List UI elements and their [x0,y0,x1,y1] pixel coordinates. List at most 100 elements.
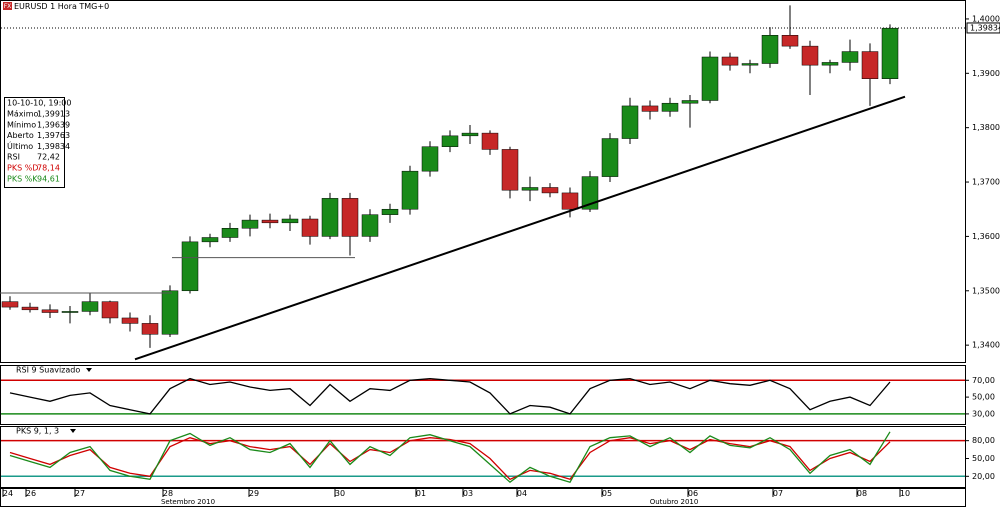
indicator-line [9,431,891,484]
candle-body [541,187,559,194]
candle-body [841,51,859,63]
candle-body [481,132,499,150]
candle-body [501,149,519,191]
x-tick-label: 26 [26,489,36,498]
info-label: PKS %D [7,164,38,173]
price-panel [0,0,966,363]
candle-body [241,219,259,229]
x-tick-label: 08 [857,489,867,498]
candle-body [281,218,299,224]
x-tick-label: 24 [3,489,13,498]
candle-body [701,56,719,101]
y-tick-label: 1,34000 [972,341,1000,350]
y-tick-label: 50,00 [972,454,995,463]
x-tick-label: 05 [602,489,612,498]
info-value: 1,39913 [37,110,70,119]
candle-body [81,301,99,312]
trend-line [134,95,906,361]
candle-body [461,132,479,137]
pks-panel [0,426,966,488]
candle-body [341,198,359,237]
candle-body [681,100,699,104]
y-tick-label: 30,00 [972,409,995,418]
symbol-icon-box [3,2,12,10]
x-tick-label: 03 [463,489,473,498]
candle-body [221,228,239,238]
dropdown-arrow[interactable] [70,429,76,433]
candle-body [721,56,739,66]
candle-body [261,219,279,224]
x-tick-label: 04 [517,489,527,498]
info-label: Máximo [7,110,39,119]
candle-body [761,35,779,64]
candle-body [61,311,79,313]
candle-body [581,176,599,210]
y-tick-label: 1,39000 [972,69,1000,78]
candle-body [21,306,39,311]
last-price-label: 1,39834 [970,23,1000,32]
y-tick-label: 1,37000 [972,178,1000,187]
x-tick-label: 30 [335,489,345,498]
y-tick-label: 70,00 [972,376,995,385]
month-label: Setembro 2010 [161,498,215,506]
x-tick-label: 28 [163,489,173,498]
info-label: Último [7,140,33,151]
indicator-line [9,377,891,415]
candle-body [781,35,799,47]
info-label: PKS %K [7,174,38,183]
rsi-title: RSI 9 Suavizado [16,366,80,375]
candle-body [621,105,639,139]
info-value: 1,39834 [37,142,70,151]
info-box [4,97,65,188]
candle-body [821,62,839,66]
info-value: 1,39639 [37,120,70,129]
y-tick-label: 1,38000 [972,123,1000,132]
x-tick-label: 10 [900,489,910,498]
candle-body [561,192,579,210]
candle-body [181,241,199,292]
candle-body [741,63,759,66]
candle-body [161,290,179,335]
chart-title: EURUSD 1 Hora TMG+0 [14,2,109,11]
candle-body [861,51,879,79]
info-title: 10-10-10, 19:00 [7,99,71,108]
y-tick-label: 50,00 [972,393,995,402]
candle-body [361,214,379,237]
candle-body [881,27,899,79]
x-tick-label: 27 [75,489,85,498]
candle-body [421,146,439,172]
candle-body [141,323,159,335]
y-tick-label: 1,36000 [972,232,1000,241]
candle-body [801,45,819,66]
candle-body [381,208,399,215]
last-price-box [966,22,1000,34]
candle-body [441,135,459,147]
x-tick-label: 01 [416,489,426,498]
candle-body [41,309,59,313]
candle-body [121,317,139,324]
dropdown-arrow[interactable] [86,368,92,372]
candle-body [641,105,659,112]
candle-body [321,198,339,237]
info-value: 94,61 [37,174,60,183]
y-tick-label: 1,35000 [972,286,1000,295]
info-value: 78,14 [37,164,60,173]
symbol-icon: FX [4,3,12,10]
candle-body [301,218,319,237]
candle-body [101,301,119,319]
x-tick-label: 07 [773,489,783,498]
info-label: Aberto [7,131,34,140]
rsi-panel [0,365,966,425]
candle-body [1,301,19,308]
info-label: Mínimo [7,120,36,129]
month-label: Outubro 2010 [650,498,699,506]
info-value: 1,39763 [37,131,70,140]
candle-body [401,170,419,210]
info-value: 72,42 [37,153,60,162]
x-tick-label: 06 [688,489,698,498]
y-tick-label: 20,00 [972,472,995,481]
info-label: RSI [7,153,20,162]
